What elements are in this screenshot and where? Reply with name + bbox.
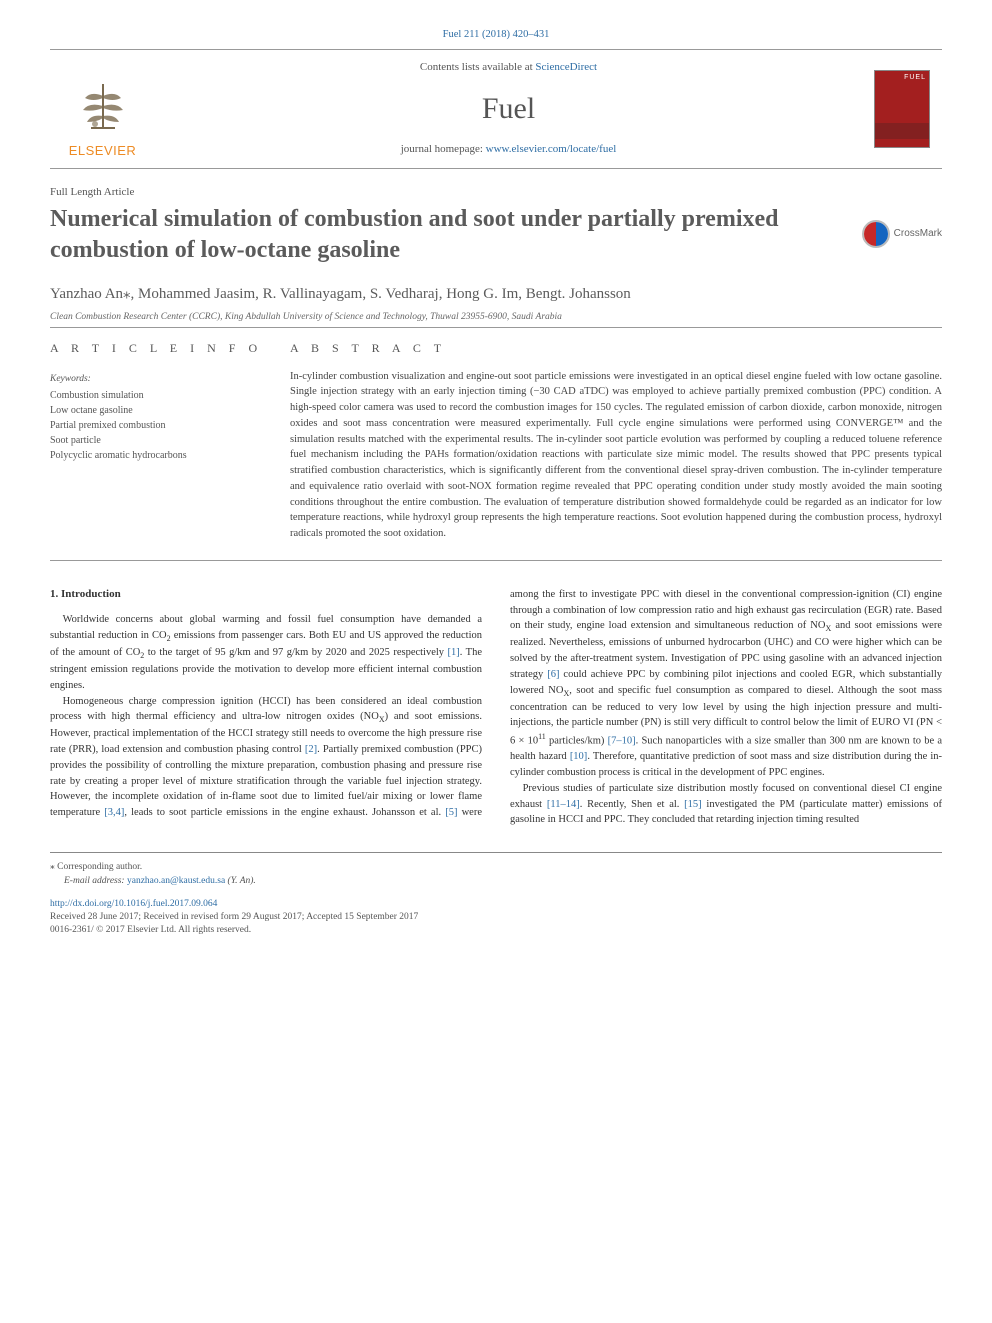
contents-available-line: Contents lists available at ScienceDirec…	[175, 60, 842, 75]
email-person: (Y. An).	[225, 876, 256, 886]
ref-link-2[interactable]: [2]	[305, 744, 317, 755]
elsevier-tree-icon	[73, 76, 133, 136]
journal-homepage-line: journal homepage: www.elsevier.com/locat…	[175, 142, 842, 157]
abstract-text: In-cylinder combustion visualization and…	[290, 369, 942, 542]
ref-link-11-14[interactable]: [11–14]	[547, 799, 580, 810]
homepage-label: journal homepage:	[401, 143, 486, 155]
received-dates: Received 28 June 2017; Received in revis…	[50, 911, 942, 924]
intro-paragraph-1: Worldwide concerns about global warming …	[50, 612, 482, 693]
header-center: Contents lists available at ScienceDirec…	[155, 50, 862, 168]
corresponding-author-note: ⁎ Corresponding author.	[50, 861, 942, 874]
section-heading-1: 1. Introduction	[50, 587, 482, 602]
ref-link-3-4[interactable]: [3,4]	[104, 807, 124, 818]
cover-title: FUEL	[875, 71, 929, 85]
sciencedirect-link[interactable]: ScienceDirect	[535, 61, 597, 73]
crossmark-label: CrossMark	[894, 227, 942, 241]
email-line: E-mail address: yanzhao.an@kaust.edu.sa …	[64, 875, 942, 888]
author-list: Yanzhao An⁎, Mohammed Jaasim, R. Vallina…	[50, 284, 942, 305]
ref-link-6[interactable]: [6]	[547, 669, 559, 680]
article-info-heading: A R T I C L E I N F O	[50, 340, 272, 357]
copyright-line: 0016-2361/ © 2017 Elsevier Ltd. All righ…	[50, 924, 942, 937]
contents-text: Contents lists available at	[420, 61, 535, 73]
keywords-label: Keywords:	[50, 373, 272, 386]
keyword-item: Polycyclic aromatic hydrocarbons	[50, 448, 272, 463]
keyword-item: Partial premixed combustion	[50, 418, 272, 433]
doi-link[interactable]: http://dx.doi.org/10.1016/j.fuel.2017.09…	[50, 898, 942, 911]
journal-reference: Fuel 211 (2018) 420–431	[50, 28, 942, 43]
ref-link-10[interactable]: [10]	[570, 751, 588, 762]
email-label: E-mail address:	[64, 876, 127, 886]
ref-link-5[interactable]: [5]	[445, 807, 457, 818]
crossmark-icon	[862, 220, 890, 248]
body-columns: 1. Introduction Worldwide concerns about…	[50, 587, 942, 828]
ref-link-1[interactable]: [1]	[448, 647, 460, 658]
ref-link-7-10[interactable]: [7–10]	[608, 736, 636, 747]
keyword-item: Low octane gasoline	[50, 403, 272, 418]
corresponding-email-link[interactable]: yanzhao.an@kaust.edu.sa	[127, 876, 225, 886]
intro-paragraph-3: Previous studies of particulate size dis…	[510, 781, 942, 828]
publisher-logo-block: ELSEVIER	[50, 50, 155, 168]
keyword-item: Soot particle	[50, 433, 272, 448]
author-affiliation: Clean Combustion Research Center (CCRC),…	[50, 311, 942, 324]
article-info-block: A R T I C L E I N F O Keywords: Combusti…	[50, 327, 290, 560]
article-title: Numerical simulation of combustion and s…	[50, 204, 810, 266]
keyword-item: Combustion simulation	[50, 388, 272, 403]
crossmark-badge[interactable]: CrossMark	[862, 220, 942, 248]
journal-homepage-link[interactable]: www.elsevier.com/locate/fuel	[486, 143, 617, 155]
ref-link-15[interactable]: [15]	[684, 799, 702, 810]
journal-header: ELSEVIER Contents lists available at Sci…	[50, 49, 942, 169]
journal-cover-thumb: FUEL	[862, 50, 942, 168]
journal-name: Fuel	[175, 88, 842, 130]
abstract-block: A B S T R A C T In-cylinder combustion v…	[290, 327, 942, 560]
page-footer: ⁎ Corresponding author. E-mail address: …	[50, 852, 942, 937]
article-type: Full Length Article	[50, 185, 942, 200]
publisher-name: ELSEVIER	[69, 142, 137, 160]
abstract-heading: A B S T R A C T	[290, 340, 942, 357]
